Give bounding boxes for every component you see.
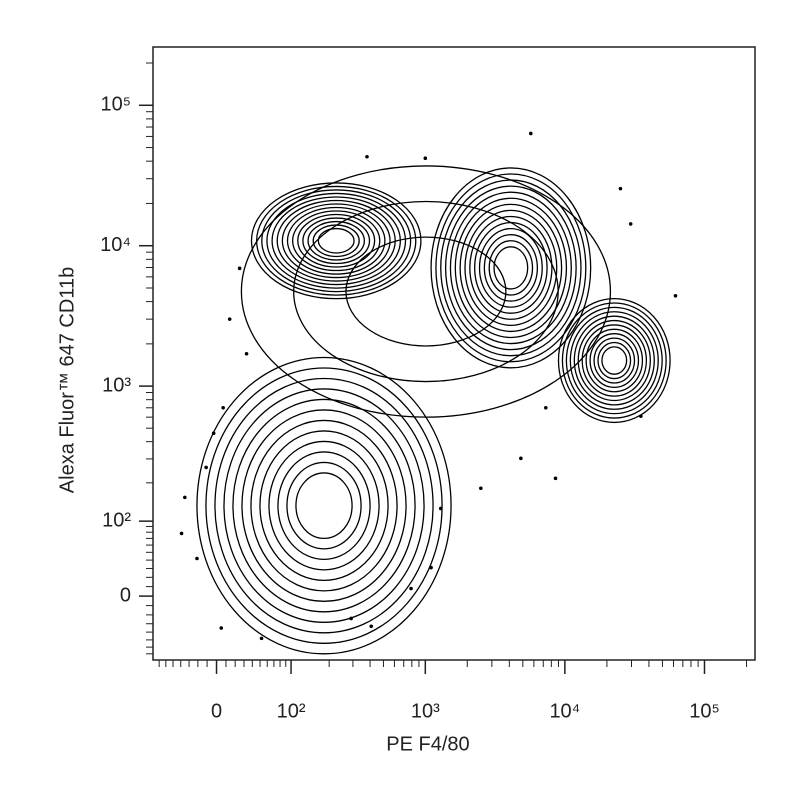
event-dot — [429, 565, 433, 570]
contour-line — [597, 341, 632, 380]
contour-line — [469, 215, 553, 320]
contour-line — [232, 398, 416, 613]
contour-line — [581, 324, 648, 397]
contour-line — [440, 179, 582, 357]
contour-line — [577, 319, 651, 402]
event-dot — [628, 222, 633, 226]
contour-line — [286, 206, 386, 275]
contour-line — [593, 337, 636, 384]
event-dot — [349, 616, 353, 621]
contour-line — [250, 419, 398, 592]
event-dot — [479, 486, 483, 491]
contour-line — [223, 388, 425, 623]
event-dot — [369, 624, 374, 629]
y-tick-label: 10⁵ — [100, 94, 131, 116]
contour-line — [277, 451, 371, 561]
contour-line — [271, 196, 401, 286]
contour-line — [454, 197, 568, 339]
contour-line — [196, 356, 452, 655]
contour-line — [449, 191, 572, 345]
y-tick-label: 0 — [120, 584, 131, 606]
contour-line — [259, 430, 389, 581]
contour-line — [281, 203, 391, 279]
x-tick-label: 0 — [211, 700, 222, 722]
event-dot — [409, 586, 413, 591]
y-tick-label: 10³ — [102, 374, 131, 396]
event-dot — [227, 317, 232, 321]
contour-line — [261, 189, 412, 293]
event-dot — [259, 636, 264, 641]
contour-line — [286, 461, 362, 550]
contour-line — [255, 185, 417, 296]
contour-line — [573, 315, 655, 406]
x-tick-label: 10³ — [411, 700, 440, 722]
x-axis-label: PE F4/80 — [386, 733, 469, 755]
event-dot — [618, 186, 623, 191]
contour-line — [565, 306, 663, 415]
contour-line — [478, 227, 543, 308]
contour-line — [464, 209, 558, 326]
event-dot — [179, 531, 184, 536]
contour-line — [312, 224, 360, 258]
contour-line — [276, 199, 396, 282]
contour-line — [474, 221, 548, 314]
contour-line — [307, 220, 365, 261]
event-dot — [244, 351, 249, 356]
event-dot — [438, 506, 443, 511]
contour-line — [214, 377, 434, 634]
contour-line — [561, 302, 667, 419]
x-tick-label: 10² — [277, 700, 306, 722]
contour-line — [435, 173, 587, 363]
contour-line — [493, 246, 529, 290]
event-dot — [365, 154, 369, 159]
contour-line — [295, 472, 353, 540]
event-dot — [639, 414, 643, 418]
y-axis-label: Alexa Fluor™ 647 CD11b — [56, 267, 78, 493]
contour-line — [569, 311, 659, 410]
x-tick-label: 10⁴ — [549, 700, 580, 722]
event-dot — [519, 456, 523, 461]
contour-line — [268, 440, 380, 571]
event-dot — [221, 405, 225, 410]
event-dot — [183, 495, 187, 500]
contour-line — [601, 346, 628, 375]
y-tick-label: 10² — [102, 509, 131, 531]
event-dot — [673, 293, 678, 298]
plot-frame — [152, 46, 756, 661]
event-dot — [211, 431, 216, 436]
event-dot — [237, 266, 242, 271]
event-dot — [423, 156, 428, 160]
contour-line — [444, 185, 577, 351]
event-dot — [553, 476, 558, 481]
contour-line — [302, 217, 371, 265]
contour-line — [459, 203, 563, 333]
contour-line — [241, 409, 407, 602]
event-dot — [528, 131, 533, 136]
x-tick-label: 10⁵ — [689, 700, 720, 722]
contour-line — [557, 297, 671, 424]
contour-line — [205, 367, 443, 644]
contour-line — [488, 240, 534, 296]
contour-line — [483, 234, 539, 302]
contour-line — [250, 182, 422, 300]
event-dot — [543, 405, 548, 410]
contour-line — [317, 227, 355, 254]
contour-line — [297, 213, 376, 268]
contour-line — [266, 192, 407, 289]
contour-line — [585, 328, 644, 393]
contour-line — [589, 333, 640, 388]
y-tick-label: 10⁴ — [100, 234, 131, 256]
event-dot — [204, 465, 208, 470]
contour-line — [430, 167, 592, 369]
contour-line — [291, 210, 381, 272]
event-dot — [195, 556, 199, 561]
event-dot — [219, 626, 224, 630]
